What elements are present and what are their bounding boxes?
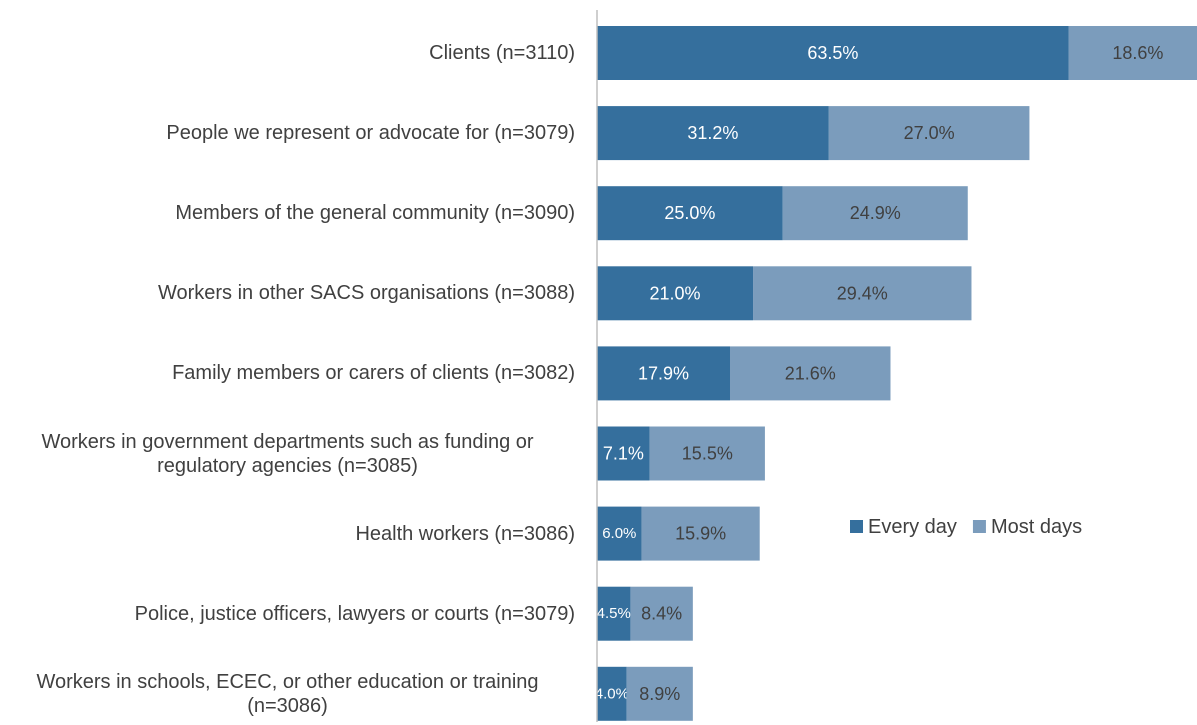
category-label: Police, justice officers, lawyers or cou… <box>0 602 575 626</box>
bar-segment <box>641 506 760 561</box>
bar-segment <box>597 266 754 321</box>
bar-segment <box>753 266 972 321</box>
bar-segment <box>597 506 642 561</box>
data-label: 17.9% <box>638 363 689 383</box>
category-label: Clients (n=3110) <box>0 41 575 65</box>
data-label: 31.2% <box>687 123 738 143</box>
category-text: Family members or carers of clients (n=3… <box>172 362 575 385</box>
bar-segment <box>1068 26 1197 80</box>
data-label: 27.0% <box>904 123 955 143</box>
category-text: Clients (n=3110) <box>429 42 575 64</box>
category-text: Members of the general community (n=3090… <box>175 202 575 225</box>
bar-segment <box>649 426 765 481</box>
data-label: 18.6% <box>1112 43 1163 63</box>
legend-swatch <box>850 520 863 533</box>
data-label: 6.0% <box>602 525 636 542</box>
legend-label: Most days <box>991 516 1082 538</box>
category-label: Health workers (n=3086) <box>0 522 575 546</box>
category-label: Members of the general community (n=3090… <box>0 201 575 225</box>
data-label: 21.6% <box>785 363 836 383</box>
data-label: 7.1% <box>603 444 644 464</box>
data-label: 8.9% <box>639 684 680 704</box>
category-label: Workers in other SACS organisations (n=3… <box>0 281 575 305</box>
bar-segment <box>597 186 783 241</box>
bar-segment <box>597 586 631 641</box>
data-label: 29.4% <box>837 283 888 303</box>
data-label: 8.4% <box>641 604 682 624</box>
data-label: 25.0% <box>664 203 715 223</box>
data-label: 63.5% <box>807 43 858 63</box>
legend-swatch <box>972 520 986 533</box>
bar-segment <box>597 426 650 481</box>
data-label: 15.9% <box>675 524 726 544</box>
category-text: Police, justice officers, lawyers or cou… <box>134 602 575 625</box>
bar-segment <box>828 106 1030 161</box>
legend-label: Every day <box>868 516 957 538</box>
category-label: Family members or carers of clients (n=3… <box>0 361 575 385</box>
category-label: People we represent or advocate for (n=3… <box>0 121 575 145</box>
bar-segment <box>597 26 1069 80</box>
data-label: 4.5% <box>597 605 631 622</box>
bar-segment <box>729 346 891 401</box>
bar-segment <box>597 346 730 401</box>
category-text: Health workers (n=3086) <box>355 522 575 545</box>
category-text: Workers in government departments such a… <box>41 430 534 477</box>
category-text: Workers in schools, ECEC, or other educa… <box>36 670 539 717</box>
data-label: 4.0% <box>595 685 629 702</box>
bar-segment <box>626 666 693 721</box>
bar-segment <box>597 106 829 161</box>
bar-segment <box>630 586 693 641</box>
bar-segment <box>597 666 627 721</box>
bar-segment <box>782 186 968 241</box>
category-text: Workers in other SACS organisations (n=3… <box>157 282 575 305</box>
data-label: 21.0% <box>649 283 700 303</box>
category-label: Workers in government departments such a… <box>0 430 575 478</box>
category-label: Workers in schools, ECEC, or other educa… <box>0 670 575 718</box>
category-text: People we represent or advocate for (n=3… <box>166 122 575 145</box>
data-label: 24.9% <box>850 203 901 223</box>
data-label: 15.5% <box>682 444 733 464</box>
